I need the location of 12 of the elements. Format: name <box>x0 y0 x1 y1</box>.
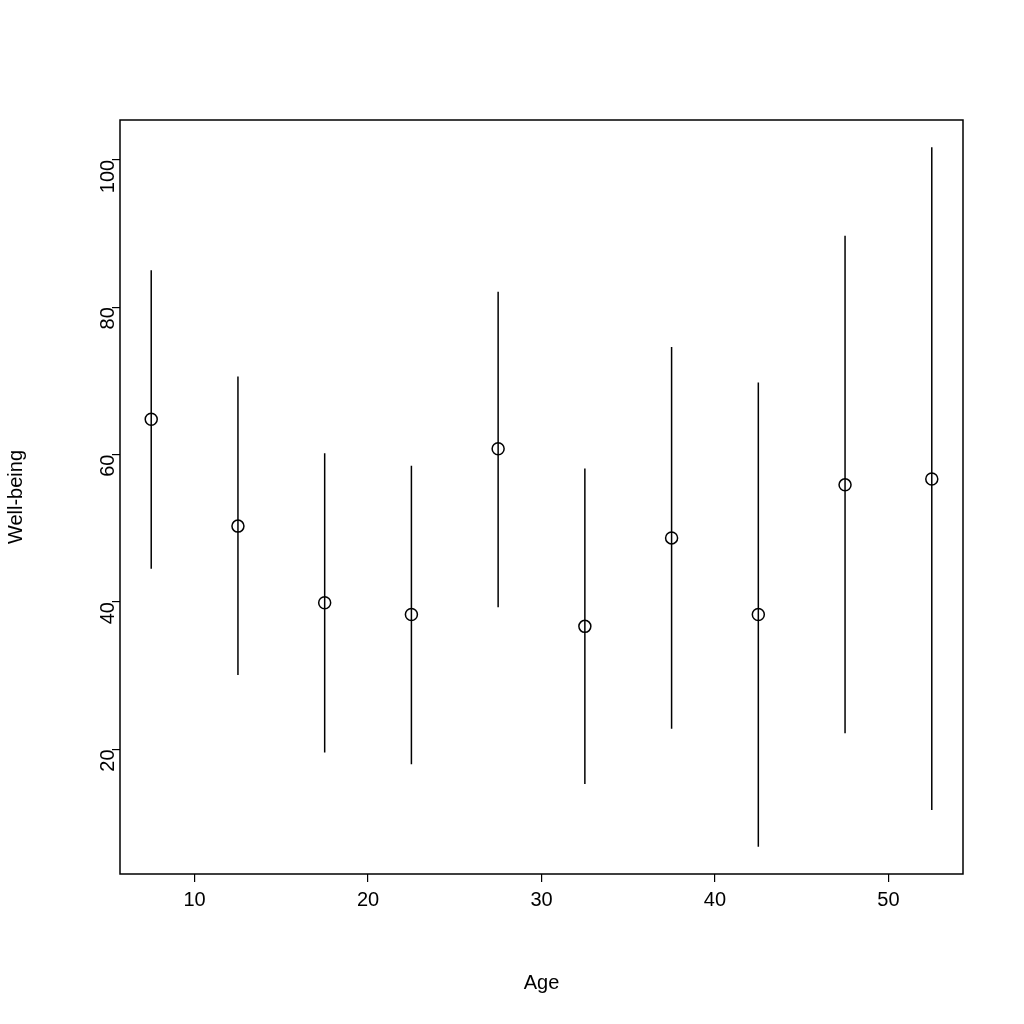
y-tick-label: 40 <box>95 602 118 625</box>
x-tick-label: 50 <box>877 887 900 910</box>
x-tick-label: 40 <box>703 887 727 910</box>
y-tick-label: 80 <box>95 307 118 330</box>
y-axis-title: Well-being <box>3 449 26 545</box>
x-tick-label: 10 <box>183 887 206 910</box>
x-tick-label: 30 <box>530 887 553 910</box>
y-tick-label: 100 <box>95 159 118 194</box>
y-tick-label: 20 <box>95 749 118 772</box>
x-tick-label: 20 <box>356 887 380 910</box>
x-axis-title: Age <box>523 970 560 993</box>
y-tick-label: 60 <box>95 454 118 477</box>
